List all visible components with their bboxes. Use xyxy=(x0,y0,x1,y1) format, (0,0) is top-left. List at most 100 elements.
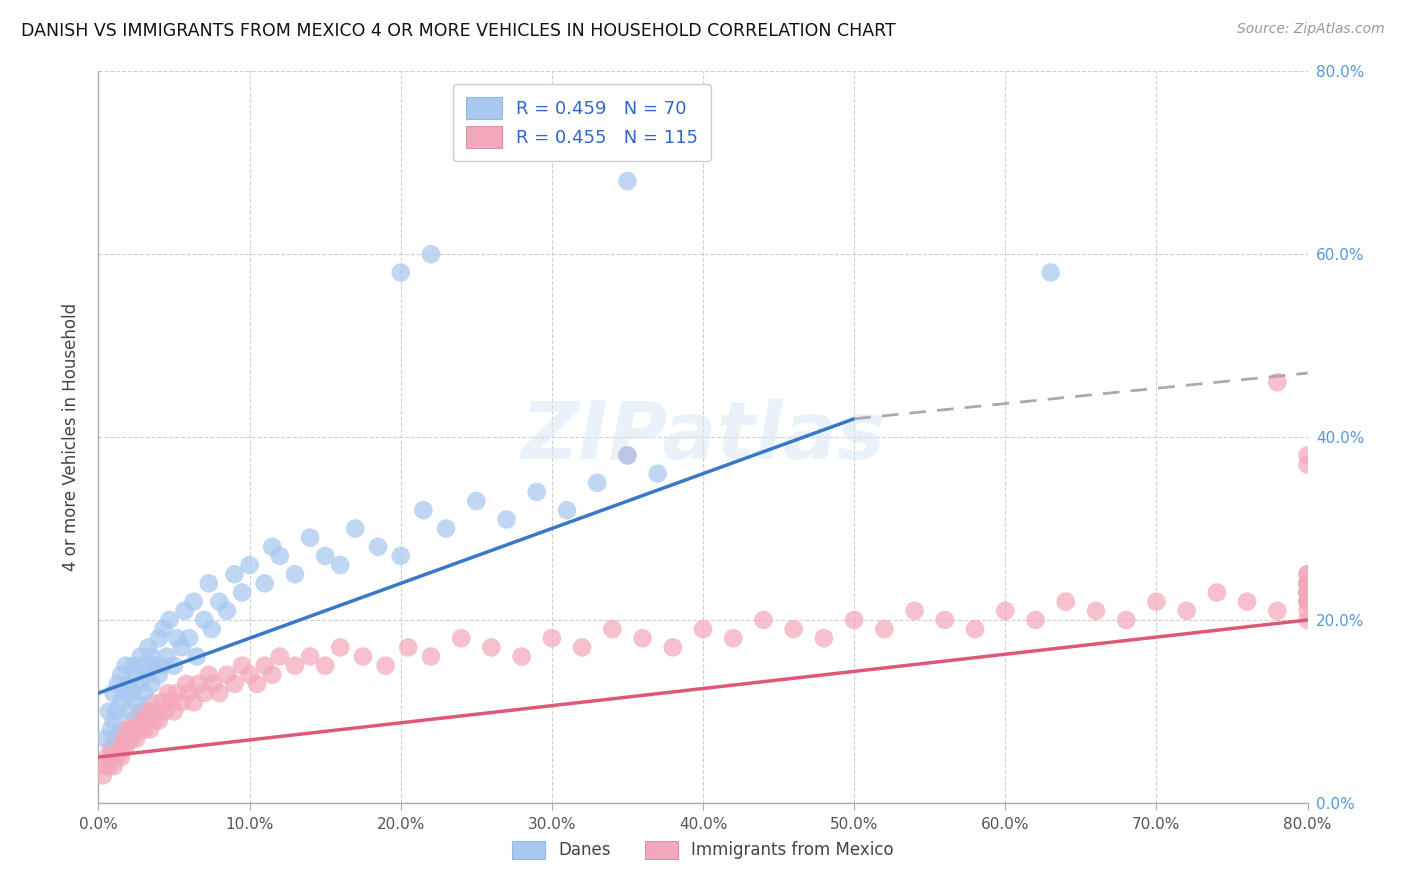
Point xyxy=(122,714,145,728)
Point xyxy=(555,503,578,517)
Point xyxy=(114,740,136,755)
Point xyxy=(187,677,209,691)
Point xyxy=(202,677,225,691)
Point xyxy=(148,667,170,681)
Point xyxy=(174,677,197,691)
Point xyxy=(94,759,117,773)
Point xyxy=(132,658,155,673)
Point xyxy=(166,632,188,646)
Point xyxy=(150,695,173,709)
Point xyxy=(118,705,141,719)
Point xyxy=(166,686,188,700)
Point xyxy=(104,731,127,746)
Point xyxy=(344,521,367,535)
Point xyxy=(153,705,176,719)
Point xyxy=(121,731,143,746)
Point xyxy=(1175,604,1198,618)
Point xyxy=(150,658,173,673)
Point xyxy=(284,658,307,673)
Point xyxy=(246,677,269,691)
Point xyxy=(114,658,136,673)
Point xyxy=(299,649,322,664)
Point xyxy=(481,640,503,655)
Point xyxy=(239,667,262,681)
Point xyxy=(586,475,609,490)
Point xyxy=(197,667,219,681)
Point xyxy=(1024,613,1046,627)
Point xyxy=(215,667,238,681)
Point xyxy=(131,714,153,728)
Point xyxy=(616,174,638,188)
Point xyxy=(752,613,775,627)
Point xyxy=(118,677,141,691)
Point xyxy=(160,695,183,709)
Point xyxy=(115,723,138,737)
Point xyxy=(96,750,118,764)
Point xyxy=(299,531,322,545)
Point xyxy=(314,549,336,563)
Point xyxy=(1296,576,1319,591)
Point xyxy=(98,759,121,773)
Point xyxy=(602,622,624,636)
Point xyxy=(103,714,125,728)
Point xyxy=(121,686,143,700)
Point xyxy=(284,567,307,582)
Point xyxy=(141,677,163,691)
Point xyxy=(1296,613,1319,627)
Point xyxy=(145,705,167,719)
Point xyxy=(215,604,238,618)
Point xyxy=(136,705,159,719)
Point xyxy=(1054,594,1077,608)
Text: Source: ZipAtlas.com: Source: ZipAtlas.com xyxy=(1237,22,1385,37)
Point xyxy=(156,686,179,700)
Point xyxy=(262,667,284,681)
Point xyxy=(239,558,262,573)
Point xyxy=(98,705,121,719)
Point xyxy=(173,604,195,618)
Point xyxy=(111,740,134,755)
Text: DANISH VS IMMIGRANTS FROM MEXICO 4 OR MORE VEHICLES IN HOUSEHOLD CORRELATION CHA: DANISH VS IMMIGRANTS FROM MEXICO 4 OR MO… xyxy=(21,22,896,40)
Point xyxy=(329,640,352,655)
Point xyxy=(128,677,150,691)
Point xyxy=(1296,458,1319,472)
Point xyxy=(129,649,152,664)
Point xyxy=(224,567,246,582)
Point xyxy=(647,467,669,481)
Point xyxy=(155,649,177,664)
Point xyxy=(143,658,166,673)
Point xyxy=(231,658,253,673)
Point xyxy=(105,705,128,719)
Point xyxy=(1296,448,1319,462)
Point xyxy=(269,649,291,664)
Point xyxy=(1296,567,1319,582)
Point xyxy=(103,759,125,773)
Point xyxy=(329,558,352,573)
Point xyxy=(186,649,208,664)
Point xyxy=(208,594,231,608)
Point xyxy=(1296,594,1319,608)
Point xyxy=(120,723,142,737)
Point xyxy=(91,768,114,782)
Point xyxy=(94,731,117,746)
Point xyxy=(112,731,135,746)
Point xyxy=(510,649,533,664)
Point xyxy=(540,632,562,646)
Point xyxy=(129,705,152,719)
Point xyxy=(224,677,246,691)
Point xyxy=(170,640,193,655)
Point xyxy=(1296,604,1319,618)
Point xyxy=(813,632,835,646)
Point xyxy=(107,677,129,691)
Point xyxy=(1296,576,1319,591)
Point xyxy=(134,705,156,719)
Point xyxy=(110,723,132,737)
Point xyxy=(450,632,472,646)
Point xyxy=(135,714,157,728)
Point xyxy=(1296,594,1319,608)
Point xyxy=(141,649,163,664)
Point xyxy=(1267,604,1289,618)
Point xyxy=(193,613,215,627)
Point xyxy=(616,448,638,462)
Point xyxy=(231,585,253,599)
Point xyxy=(389,549,412,563)
